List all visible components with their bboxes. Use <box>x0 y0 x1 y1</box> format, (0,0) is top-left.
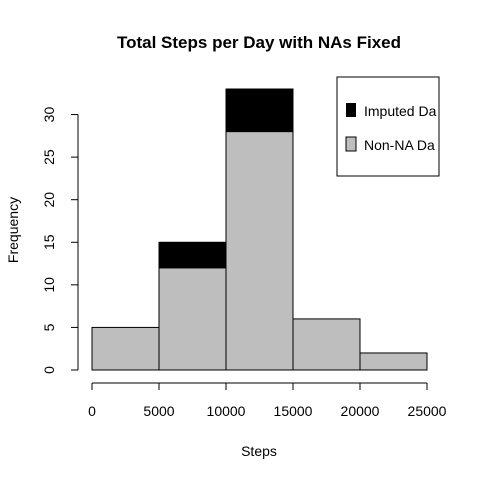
y-axis-label: Frequency <box>5 197 21 263</box>
y-tick-label: 15 <box>41 234 57 250</box>
y-tick-label: 20 <box>41 192 57 208</box>
bar-imputed <box>225 88 294 133</box>
y-tick-label: 0 <box>41 366 57 374</box>
x-tick-label: 25000 <box>408 403 447 419</box>
y-tick-label: 30 <box>41 107 57 123</box>
chart-title: Total Steps per Day with NAs Fixed <box>117 33 401 52</box>
y-tick-label: 25 <box>41 149 57 165</box>
bars-group <box>91 88 428 371</box>
x-axis: 0 5000 10000 15000 20000 25000 <box>88 382 447 419</box>
bar-non-na <box>158 267 227 371</box>
x-tick-label: 20000 <box>341 403 380 419</box>
legend-swatch-non-na <box>345 136 357 152</box>
legend-swatch-imputed <box>346 103 356 117</box>
x-axis-label: Steps <box>241 443 277 459</box>
y-axis: 0 5 10 15 20 25 30 <box>41 107 79 374</box>
legend: Imputed Da Non-NA Da <box>336 76 440 177</box>
x-tick-label: 0 <box>88 403 96 419</box>
legend-box <box>336 76 440 177</box>
bar-non-na <box>225 131 294 371</box>
legend-clip-edge <box>440 76 480 178</box>
bar-non-na <box>359 352 428 371</box>
y-tick-label: 10 <box>41 277 57 293</box>
bar-non-na <box>91 326 160 371</box>
x-tick-label: 15000 <box>274 403 313 419</box>
x-tick-label: 10000 <box>207 403 246 419</box>
legend-label-imputed: Imputed Da <box>364 103 437 119</box>
legend-label-non-na: Non-NA Da <box>364 137 435 153</box>
bar-non-na <box>292 318 361 371</box>
y-tick-label: 5 <box>41 323 57 331</box>
bar-imputed <box>158 241 227 269</box>
x-tick-label: 5000 <box>143 403 174 419</box>
